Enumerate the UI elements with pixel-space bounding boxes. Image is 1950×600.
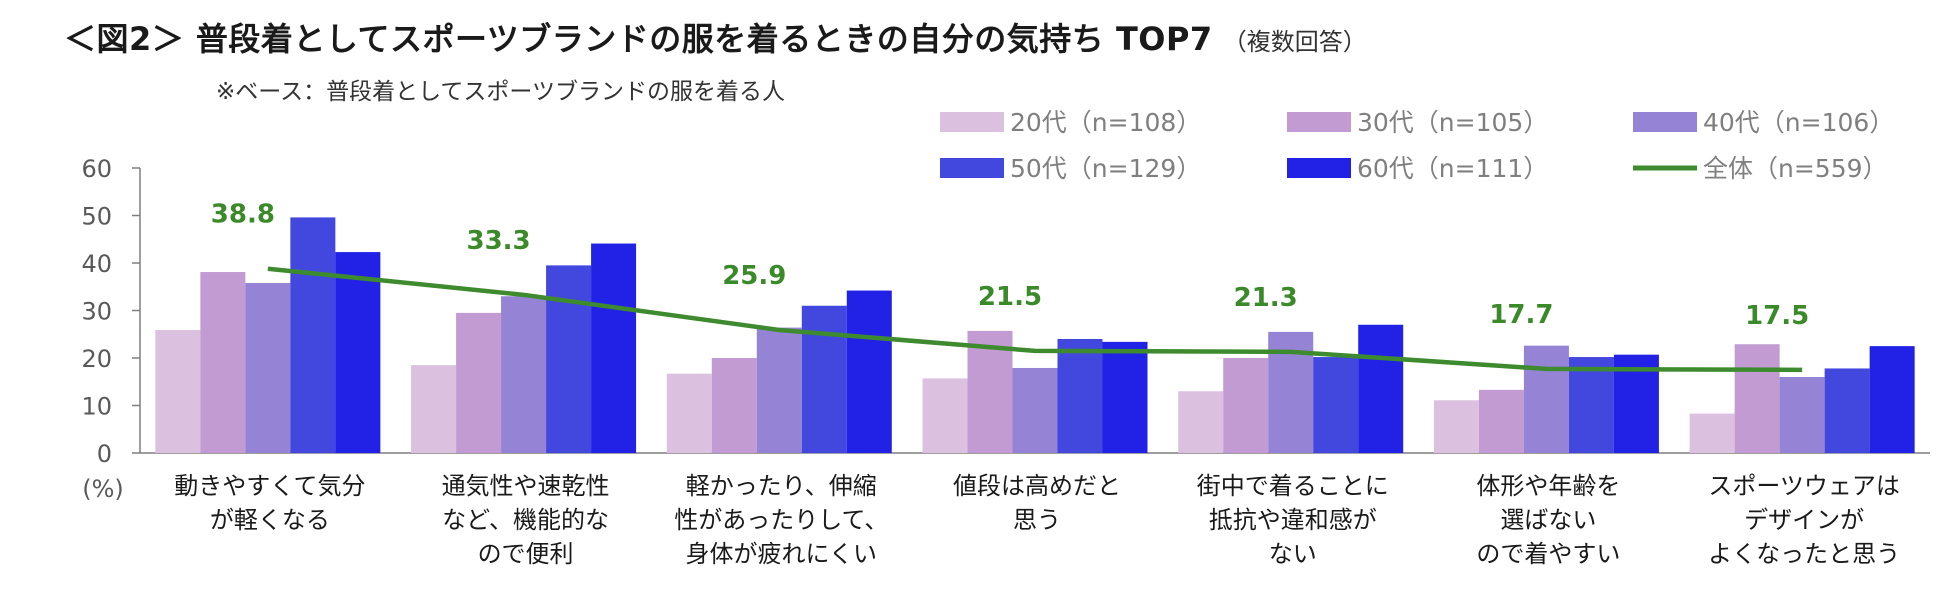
legend-swatch [940,112,1004,132]
category-label: が軽くなる [210,506,330,534]
bar-3-2 [501,296,547,453]
bar-3-6 [1523,345,1569,453]
y-tick-label: 30 [81,298,112,326]
bar-2-2 [456,312,502,453]
legend-label: 60代（n=111） [1357,154,1548,183]
bar-5-5 [1358,324,1404,453]
legend-label: 20代（n=108） [1010,108,1201,137]
bar-1-5 [1178,391,1224,453]
y-axis-label: (%) [82,475,124,503]
legend-swatch [1287,158,1351,178]
category-label: 性があったりして、 [674,506,888,534]
bar-5-1 [335,252,381,453]
y-tick-label: 40 [81,250,112,278]
total-data-label: 25.9 [722,261,786,291]
bar-4-3 [801,305,847,453]
bar-1-1 [155,329,201,453]
total-line [267,266,1803,373]
bar-3-1 [245,282,291,453]
legend-swatch [1287,112,1351,132]
category-label: 選ばない [1500,506,1596,534]
bar-5-4 [1102,341,1148,453]
category-label: スポーツウェアは [1708,472,1900,500]
category-label: 体形や年齢を [1476,472,1620,500]
legend-label: 40代（n=106） [1703,108,1894,137]
bar-1-7 [1689,413,1735,453]
bar-4-6 [1568,357,1614,453]
bar-4-5 [1313,357,1359,453]
category-label: ので便利 [478,540,574,568]
total-data-label: 17.7 [1489,300,1553,330]
y-tick-label: 20 [81,345,112,373]
bar-2-7 [1734,344,1780,453]
bar-2-6 [1478,389,1524,453]
total-data-label: 21.3 [1234,283,1298,313]
bar-2-4 [967,330,1013,453]
bar-2-5 [1223,358,1269,453]
y-tick-label: 0 [97,440,112,468]
bar-4-7 [1824,368,1870,453]
bar-4-2 [546,265,592,453]
category-label: 抵抗や違和感が [1209,506,1377,534]
category-label: デザインが [1744,506,1864,534]
title-block: ＜図2＞ 普段着としてスポーツブランドの服を着るときの自分の気持ち TOP7 （複… [64,14,1367,60]
total-data-label: 38.8 [211,200,275,230]
category-label: 動きやすくて気分 [174,472,365,500]
category-label: 思う [1013,506,1061,534]
category-label: 身体が疲れにくい [686,540,878,568]
bar-3-3 [756,327,802,453]
bar-5-3 [846,290,892,453]
bar-2-3 [711,358,757,453]
bar-4-1 [290,217,336,453]
bar-1-4 [922,378,968,453]
category-label: 軽かったり、伸縮 [686,472,877,500]
bar-2-1 [200,272,246,453]
legend-label: 50代（n=129） [1010,154,1201,183]
y-tick-label: 50 [81,203,112,231]
bar-3-7 [1779,377,1825,453]
bar-1-3 [666,373,712,453]
total-data-label: 17.5 [1745,301,1809,331]
category-label: 通気性や速乾性 [442,472,610,500]
category-label: よくなったと思う [1708,540,1900,568]
bar-3-4 [1012,367,1058,453]
total-data-label: 33.3 [466,226,530,256]
category-label: など、機能的な [442,506,609,534]
category-label: ので着やすい [1476,540,1620,568]
category-label: ない [1269,540,1317,568]
category-label: 値段は高めだと [953,472,1121,500]
bar-1-2 [411,365,457,453]
category-label: 街中で着ることに [1197,472,1389,500]
chart-title-note: （複数回答） [1222,28,1367,56]
total-data-label: 21.5 [978,282,1042,312]
legend-swatch [940,158,1004,178]
chart-title: ＜図2＞ 普段着としてスポーツブランドの服を着るときの自分の気持ち TOP7 [64,20,1213,58]
legend-label: 30代（n=105） [1357,108,1548,137]
y-tick-label: 60 [81,155,112,183]
y-tick-label: 10 [81,393,112,421]
legend-label: 全体（n=559） [1703,154,1888,183]
bar-1-6 [1433,400,1479,453]
chart-subtitle: ※ベース：普段着としてスポーツブランドの服を着る人 [216,79,785,105]
bar-4-4 [1057,339,1103,453]
bar-5-2 [591,243,637,453]
bar-5-7 [1869,346,1915,453]
legend-swatch [1633,112,1697,132]
